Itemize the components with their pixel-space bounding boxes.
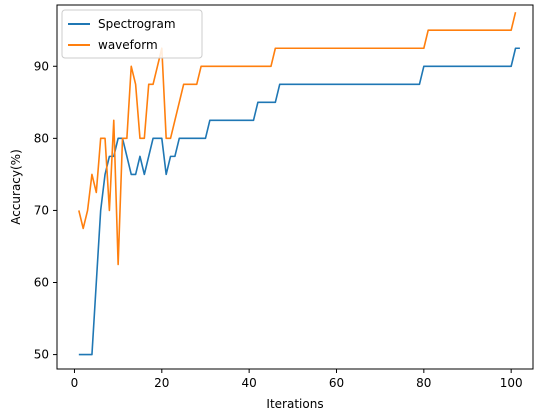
legend-box [61,9,203,59]
plot-area [56,4,534,370]
x-axis-ticks: 0 20 40 60 80 100 [71,369,523,390]
legend: Spectrogram waveform [61,9,203,59]
y-axis-ticks: 50 60 70 80 90 [34,59,57,362]
x-tick-label: 80 [416,376,431,390]
y-axis-label: Accuracy(%) [9,149,23,225]
x-tick-label: 0 [71,376,79,390]
x-tick-label: 40 [242,376,257,390]
y-tick-label: 60 [34,276,49,290]
y-tick-label: 70 [34,203,49,217]
y-tick-label: 50 [34,348,49,362]
x-tick-label: 100 [500,376,523,390]
x-tick-label: 60 [329,376,344,390]
x-axis-label: Iterations [266,397,323,411]
legend-label-1: waveform [98,38,158,52]
x-tick-label: 20 [154,376,169,390]
legend-label-0: Spectrogram [98,17,176,31]
y-tick-label: 90 [34,59,49,73]
y-tick-label: 80 [34,131,49,145]
